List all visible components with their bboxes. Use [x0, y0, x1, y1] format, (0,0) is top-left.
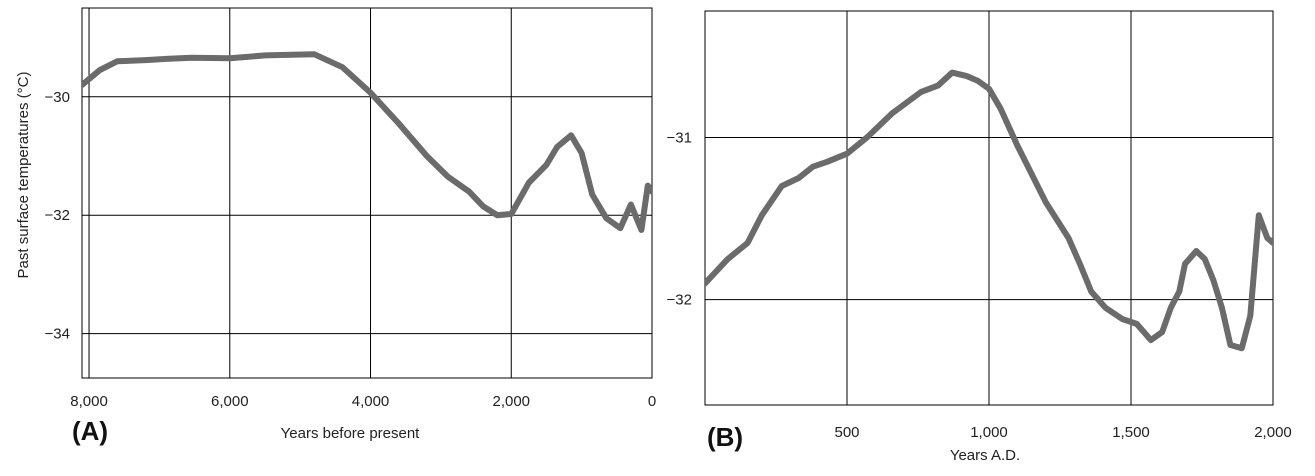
panel-a-y-axis-title: Past surface temperatures (°C) [15, 72, 32, 279]
panel-a-y-tick-label: −30 [45, 89, 70, 106]
panel-a: −30 −32 −34 8,000 6,000 4,000 2,000 0 Years be… [15, 7, 656, 446]
panel-a-label: (A) [72, 416, 108, 446]
panel-a-x-tick-label: 8,000 [70, 393, 108, 410]
panel-b-x-ticks: 500 1,000 1,500 2,000 [834, 424, 1291, 441]
panel-b-x-axis-title: Years A.D. [950, 447, 1020, 464]
panel-a-x-ticks: 8,000 6,000 4,000 2,000 0 [70, 393, 656, 410]
panel-b: −31 −32 500 1,000 1,500 2,000 Years A.D. (B) [667, 10, 1292, 464]
panel-b-y-ticks: −31 −32 [667, 129, 692, 308]
panel-a-y-tick-label: −32 [45, 207, 70, 224]
panel-a-x-axis-title: Years before present [281, 425, 421, 442]
panel-b-temperature-line [705, 69, 1273, 352]
panel-b-x-tick-label: 500 [834, 424, 859, 441]
panel-a-temperature-line [82, 51, 652, 233]
panel-b-y-tick-label: −31 [667, 129, 692, 146]
panel-a-x-tick-label: 0 [648, 393, 656, 410]
panel-a-y-ticks: −30 −32 −34 [45, 89, 70, 343]
panel-b-y-tick-label: −32 [667, 292, 692, 309]
panel-b-plot-area [704, 10, 1274, 406]
panel-a-plot-area [81, 7, 653, 379]
panel-a-x-tick-label: 6,000 [211, 393, 249, 410]
panel-b-x-tick-label: 1,500 [1112, 424, 1150, 441]
panel-b-x-tick-label: 1,000 [970, 424, 1008, 441]
panel-a-y-tick-label: −34 [45, 326, 70, 343]
panel-b-x-tick-label: 2,000 [1254, 424, 1292, 441]
panel-a-x-tick-label: 2,000 [492, 393, 530, 410]
panel-a-frame [81, 7, 653, 379]
panel-b-label: (B) [707, 422, 743, 452]
panel-a-x-tick-label: 4,000 [352, 393, 390, 410]
